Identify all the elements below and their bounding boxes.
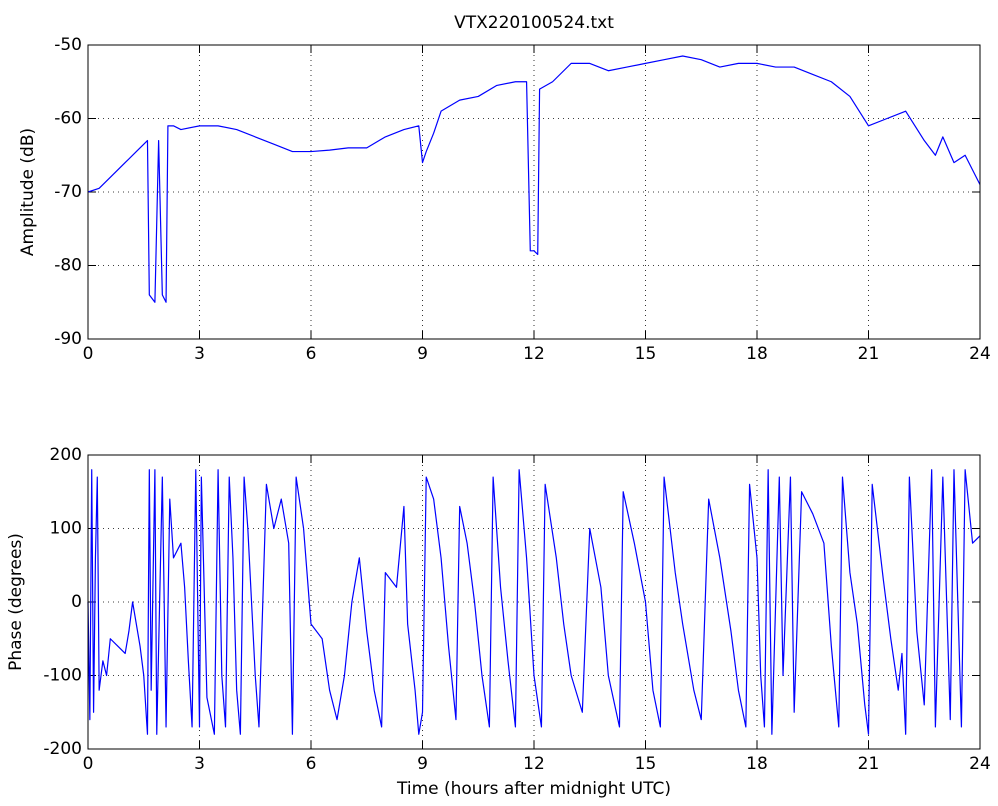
x-tick-label: 6 xyxy=(306,344,317,364)
y-tick-label: -50 xyxy=(54,35,82,55)
x-tick-label: 18 xyxy=(746,754,768,774)
y-tick-label: -100 xyxy=(43,666,82,686)
x-tick-label: 0 xyxy=(83,344,94,364)
x-tick-label: 3 xyxy=(194,754,205,774)
x-tick-label: 24 xyxy=(969,754,991,774)
x-tick-label: 3 xyxy=(194,344,205,364)
y-axis-label: Phase (degrees) xyxy=(6,533,26,671)
axes-frame xyxy=(87,454,981,750)
x-tick-label: 12 xyxy=(523,754,545,774)
data-line xyxy=(87,55,981,303)
x-tick-label: 18 xyxy=(746,344,768,364)
x-tick-label: 21 xyxy=(858,754,880,774)
y-axis-label: Amplitude (dB) xyxy=(18,128,38,256)
y-tick-label: 0 xyxy=(71,592,82,612)
y-tick-label: -90 xyxy=(54,329,82,349)
y-tick-label: -80 xyxy=(54,256,82,276)
y-tick-label: 200 xyxy=(50,445,82,465)
x-tick-label: 12 xyxy=(523,344,545,364)
x-tick-label: 15 xyxy=(635,754,657,774)
data-line xyxy=(87,469,981,735)
y-tick-label: -70 xyxy=(54,182,82,202)
y-tick-label: -200 xyxy=(43,739,82,759)
x-tick-label: 24 xyxy=(969,344,991,364)
axes-frame xyxy=(87,44,981,340)
x-tick-label: 21 xyxy=(858,344,880,364)
x-tick-label: 9 xyxy=(417,344,428,364)
y-tick-label: -60 xyxy=(54,109,82,129)
x-tick-label: 15 xyxy=(635,344,657,364)
x-tick-label: 9 xyxy=(417,754,428,774)
x-tick-label: 6 xyxy=(306,754,317,774)
chart-title: VTX220100524.txt xyxy=(454,13,614,33)
y-tick-label: 100 xyxy=(50,519,82,539)
x-tick-label: 0 xyxy=(83,754,94,774)
x-axis-label: Time (hours after midnight UTC) xyxy=(396,779,671,799)
